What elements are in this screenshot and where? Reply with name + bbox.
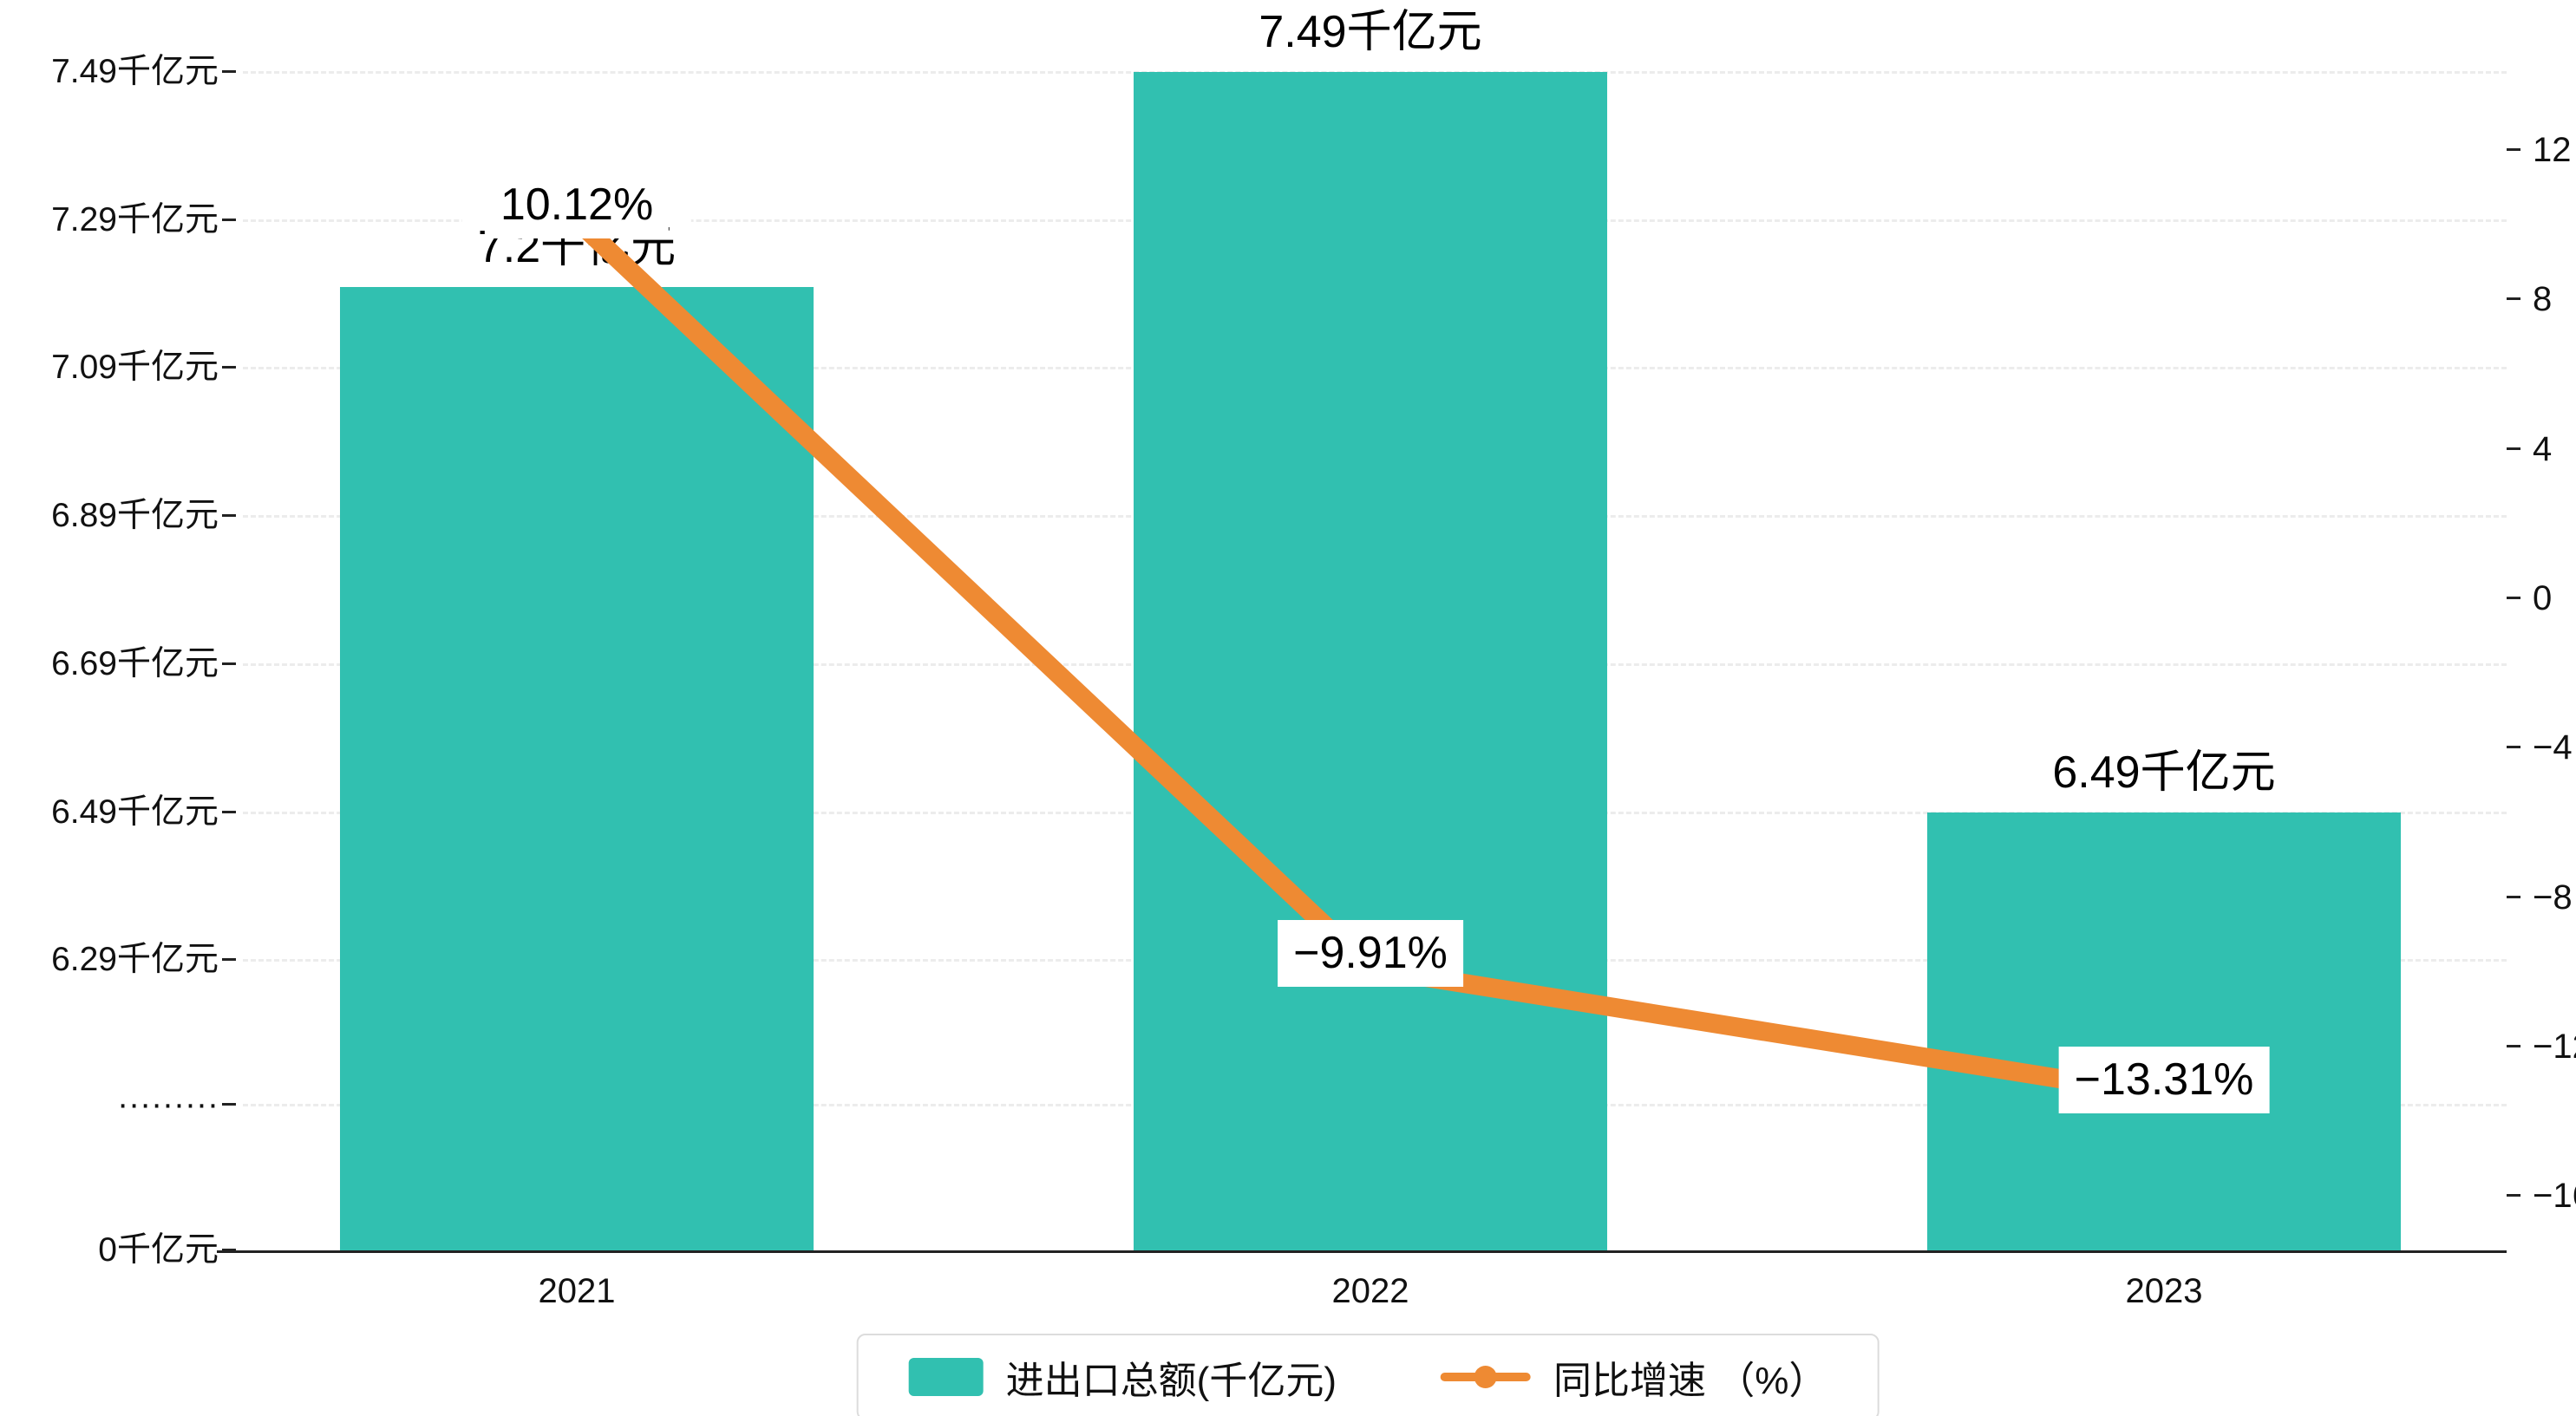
x-axis-label-2021: 2021 — [538, 1272, 616, 1310]
x-axis-label-2022: 2022 — [1331, 1272, 1409, 1310]
y2-axis-tick-label: 12 — [2533, 131, 2572, 170]
y2-axis-tick-label: 4 — [2533, 429, 2553, 468]
bar-value-label: 7.49千亿元 — [1243, 0, 1498, 66]
y2-axis-tick-mark — [2507, 297, 2520, 301]
bar-2022[interactable] — [1134, 72, 1607, 1250]
y-axis-tick-mark — [222, 1249, 236, 1251]
y-axis-tick-label: ········· — [117, 1086, 219, 1123]
y2-axis-tick-label: 0 — [2533, 579, 2553, 617]
y2-axis-tick-mark — [2507, 746, 2520, 749]
y-axis-tick-label: 6.69千亿元 — [51, 644, 219, 682]
y2-axis-tick-mark — [2507, 1194, 2520, 1197]
y-axis-tick-label: 6.49千亿元 — [51, 793, 219, 831]
bar-series-swatch — [908, 1358, 984, 1396]
x-axis-line — [217, 1250, 2507, 1253]
y2-axis-tick-mark — [2507, 1044, 2520, 1047]
growth-value-label: −13.31% — [2058, 1047, 2270, 1114]
y-axis-tick-label: 7.09千亿元 — [51, 349, 219, 387]
y-axis-tick-label: 0千亿元 — [98, 1231, 219, 1269]
y2-axis-tick-label: −16 — [2533, 1177, 2576, 1216]
legend-label: 进出口总额(千亿元) — [1005, 1360, 1337, 1402]
y2-axis-tick-mark — [2507, 597, 2520, 599]
y2-axis-tick-mark — [2507, 148, 2520, 152]
y-axis-tick-mark — [222, 662, 236, 665]
y-axis-tick-mark — [222, 810, 236, 813]
legend: 进出口总额(千亿元) 同比增速 （%） — [856, 1334, 1880, 1416]
legend-item-line-series[interactable]: 同比增速 （%） — [1440, 1349, 1827, 1405]
y2-axis-tick-mark — [2507, 447, 2520, 450]
x-axis-label-2023: 2023 — [2125, 1272, 2203, 1310]
y-axis-tick-mark — [222, 366, 236, 369]
y-axis-tick-label: 6.29千亿元 — [51, 941, 219, 979]
y-axis-tick-mark — [222, 514, 236, 518]
growth-value-label: 10.12% — [484, 172, 670, 239]
y-axis-tick-mark — [222, 218, 236, 221]
line-swatch-dot — [1474, 1366, 1497, 1388]
y2-axis-tick-label: 8 — [2533, 280, 2553, 319]
legend-item-bar-series[interactable]: 进出口总额(千亿元) — [908, 1349, 1337, 1405]
line-series-swatch — [1440, 1358, 1531, 1396]
y2-axis-tick-label: −4 — [2533, 728, 2573, 767]
y-axis-tick-label: 7.49千亿元 — [51, 53, 219, 90]
bar-value-label: 6.49千亿元 — [2037, 739, 2292, 806]
y-axis-tick-label: 7.29千亿元 — [51, 200, 219, 238]
bar-2023[interactable] — [1927, 812, 2401, 1250]
legend-label: 同比增速 （%） — [1553, 1360, 1827, 1402]
y2-axis-tick-label: −12 — [2533, 1027, 2576, 1066]
growth-value-label: −9.91% — [1278, 919, 1463, 987]
y2-axis-tick-label: −8 — [2533, 878, 2573, 917]
y-axis-tick-mark — [222, 70, 236, 73]
y-axis-tick-mark — [222, 1103, 236, 1106]
y-axis-tick-label: 6.89千亿元 — [51, 497, 219, 535]
y2-axis-tick-mark — [2507, 895, 2520, 898]
bar-2021[interactable] — [340, 286, 814, 1250]
y-axis-tick-mark — [222, 958, 236, 962]
